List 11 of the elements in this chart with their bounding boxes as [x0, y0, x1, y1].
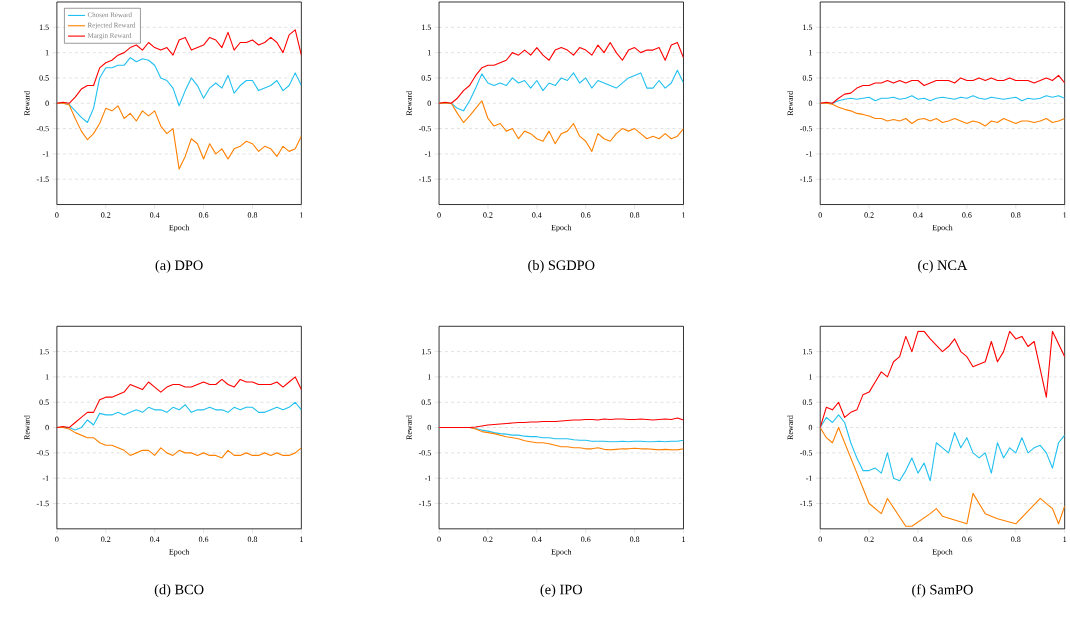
text: (d) BCO: [154, 584, 204, 598]
text: (e) IPO: [540, 584, 583, 598]
text: (a) DPO: [155, 260, 203, 274]
line-series: [56, 29, 302, 105]
text: (f) SamPO: [912, 584, 973, 598]
line-series: [820, 414, 1065, 482]
text: (b) SGDPO: [528, 260, 595, 274]
text: (c) NCA: [918, 260, 968, 274]
line-series: [439, 42, 684, 105]
line-series: [820, 102, 1065, 127]
line-series: [56, 102, 302, 170]
